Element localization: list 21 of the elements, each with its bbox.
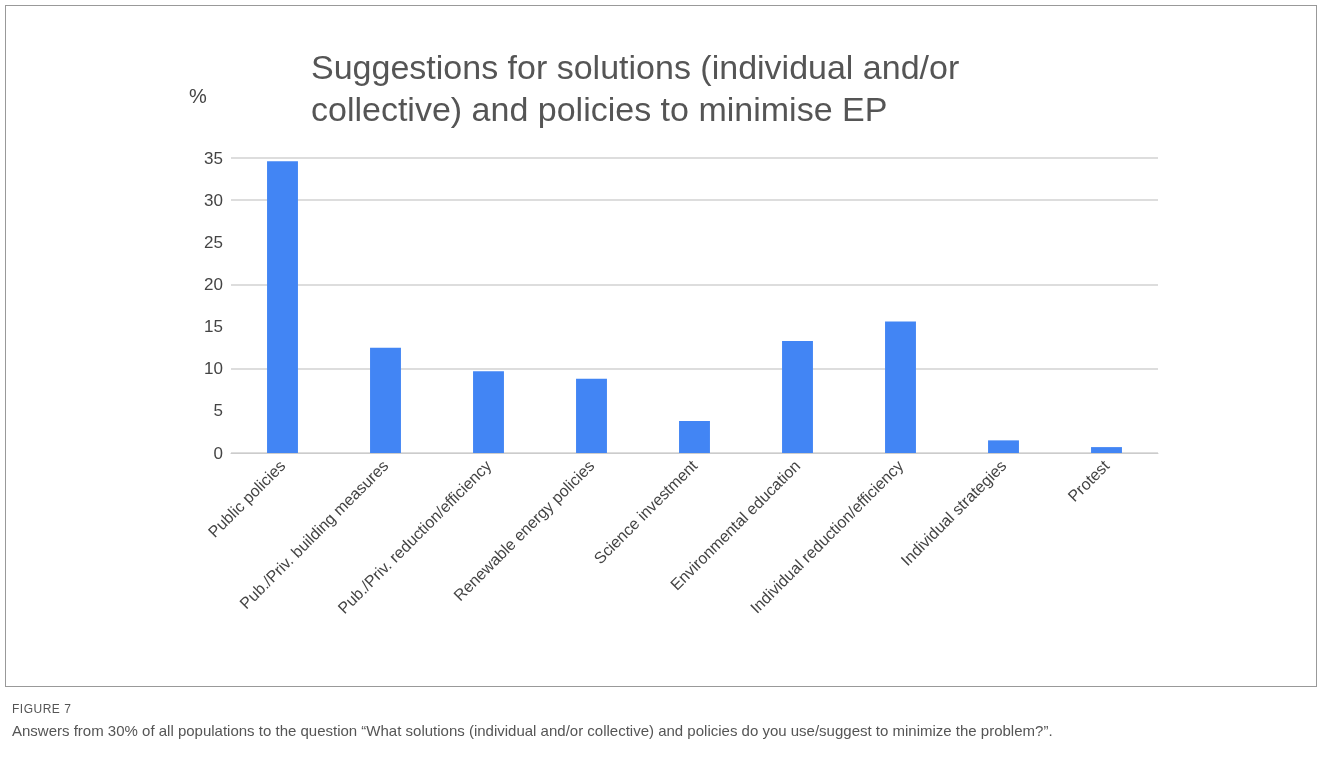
y-tick-label: 0 <box>213 443 223 463</box>
y-tick-label: 25 <box>204 232 223 252</box>
bar <box>988 440 1019 453</box>
y-tick-label: 20 <box>204 274 223 294</box>
y-tick-label: 30 <box>204 190 223 210</box>
y-axis-title: % <box>189 85 207 107</box>
bar <box>576 378 607 453</box>
bar <box>473 371 504 453</box>
bar <box>1091 447 1122 453</box>
bar <box>370 347 401 453</box>
bar <box>267 161 298 453</box>
y-tick-label: 15 <box>204 317 223 337</box>
caption: FIGURE 7 <box>12 702 72 716</box>
y-tick-label: 5 <box>213 401 223 421</box>
chart-title: Suggestions for solutions (individual and/or collective) and policies to minimise EP <box>311 48 969 128</box>
y-tick-label: 35 <box>204 148 223 168</box>
bar <box>679 420 710 453</box>
bar <box>782 340 813 453</box>
y-tick-label: 10 <box>204 359 223 379</box>
bar <box>885 321 916 453</box>
text: Answers from 30% of all populations to the question “What solutions (individual and/or collective) and policies do you use/suggest to minimize the problem?”. <box>12 721 1054 741</box>
